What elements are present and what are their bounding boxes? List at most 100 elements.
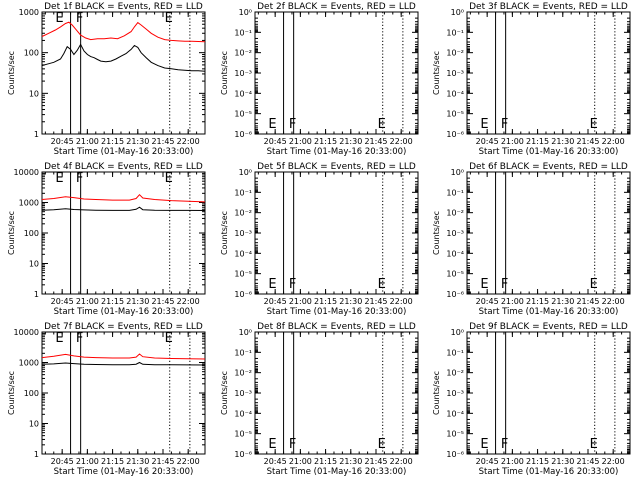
phase-marker: E [165, 11, 173, 26]
panel-title: Det 5f BLACK = Events, RED = LLD [257, 162, 416, 172]
y-axis-label: Counts/sec [220, 51, 229, 95]
phase-marker: F [289, 437, 296, 452]
x-tick-label: 20:45 [51, 457, 74, 466]
x-axis-label: Start Time (01-May-16 20:33:00) [54, 147, 194, 157]
x-tick-label: 21:30 [126, 457, 149, 466]
x-tick-label: 21:15 [101, 457, 124, 466]
y-tick-label: 10⁻⁴ [234, 249, 252, 258]
y-tick-label: 1000 [19, 199, 39, 208]
phase-marker: F [76, 331, 83, 346]
detector-panel: Det 1f BLACK = Events, RED = LLD 1 10 100 10… [7, 2, 206, 157]
phase-marker: F [76, 171, 83, 186]
y-tick-label: 10⁻⁴ [446, 409, 464, 418]
x-tick-label: 21:15 [314, 457, 337, 466]
y-tick-label: 10⁻¹ [446, 28, 464, 37]
y-tick-label: 100 [24, 229, 39, 238]
plot-frame [41, 171, 206, 295]
y-tick-label: 10⁻² [446, 209, 464, 218]
x-tick-label: 22:00 [177, 457, 200, 466]
x-tick-label: 20:45 [51, 297, 74, 306]
phase-marker: E [590, 277, 598, 292]
y-tick-label: 10⁻³ [234, 389, 252, 398]
x-tick-label: 21:45 [576, 457, 599, 466]
plot-frame [254, 331, 419, 455]
y-tick-label: 10⁻³ [446, 389, 464, 398]
y-tick-label: 10⁻⁵ [446, 110, 464, 119]
x-tick-label: 21:00 [289, 457, 312, 466]
x-tick-label: 22:00 [602, 297, 625, 306]
x-tick-label: 21:15 [526, 457, 549, 466]
detector-panel: Det 3f BLACK = Events, RED = LLD 10⁰ 10⁻¹ 1… [432, 2, 631, 157]
y-tick-label: 10000 [14, 328, 39, 337]
y-tick-label: 10⁻⁶ [446, 130, 464, 139]
y-tick-label: 10⁻⁵ [446, 270, 464, 279]
x-axis-label: Start Time (01-May-16 20:33:00) [54, 467, 194, 477]
phase-marker: F [289, 117, 296, 132]
phase-marker: E [590, 437, 598, 452]
phase-marker: F [289, 277, 296, 292]
x-tick-label: 21:00 [501, 297, 524, 306]
detector-panel: Det 9f BLACK = Events, RED = LLD 10⁰ 10⁻¹ 1… [432, 322, 631, 477]
x-tick-label: 21:30 [551, 137, 574, 146]
y-tick-label: 10⁻² [446, 369, 464, 378]
y-axis-label: Counts/sec [432, 371, 441, 415]
x-tick-label: 21:45 [576, 297, 599, 306]
x-tick-label: 20:45 [476, 457, 499, 466]
plot-frame [41, 11, 206, 135]
y-tick-label: 1 [34, 130, 39, 139]
y-axis-label: Counts/sec [7, 211, 16, 255]
y-tick-label: 10⁻⁵ [234, 110, 252, 119]
x-tick-label: 21:15 [526, 137, 549, 146]
panel-title: Det 6f BLACK = Events, RED = LLD [469, 162, 628, 172]
y-tick-label: 1 [34, 290, 39, 299]
y-tick-label: 10⁻⁵ [234, 270, 252, 279]
detector-panel: Det 4f BLACK = Events, RED = LLD 1 10 100 10… [7, 162, 206, 317]
phase-marker: E [480, 117, 488, 132]
y-tick-label: 10 [29, 260, 39, 269]
y-tick-label: 10⁻⁴ [446, 249, 464, 258]
x-axis-label: Start Time (01-May-16 20:33:00) [267, 147, 407, 157]
y-tick-label: 10⁻³ [446, 69, 464, 78]
y-axis-label: Counts/sec [7, 371, 16, 415]
x-tick-label: 20:45 [476, 137, 499, 146]
y-tick-label: 10 [29, 420, 39, 429]
plot-frame [41, 331, 206, 455]
y-tick-label: 10 [29, 89, 39, 98]
y-axis-label: Counts/sec [220, 371, 229, 415]
y-tick-label: 10⁰ [451, 328, 464, 337]
y-tick-label: 10⁻¹ [234, 348, 252, 357]
detector-panel: Det 5f BLACK = Events, RED = LLD 10⁰ 10⁻¹ 1… [220, 162, 419, 317]
x-axis-label: Start Time (01-May-16 20:33:00) [479, 467, 619, 477]
x-tick-label: 21:30 [126, 137, 149, 146]
y-tick-label: 10⁰ [451, 168, 464, 177]
phase-marker: E [268, 437, 276, 452]
phase-marker: F [501, 117, 508, 132]
x-tick-label: 21:30 [339, 137, 362, 146]
x-tick-label: 20:45 [476, 297, 499, 306]
y-tick-label: 10⁻² [234, 209, 252, 218]
x-axis-label: Start Time (01-May-16 20:33:00) [479, 147, 619, 157]
x-tick-label: 21:45 [151, 457, 174, 466]
x-tick-label: 22:00 [390, 137, 413, 146]
events-series-line [41, 361, 206, 366]
x-tick-label: 21:30 [551, 457, 574, 466]
y-tick-label: 10⁻⁶ [446, 450, 464, 459]
x-tick-label: 21:45 [576, 137, 599, 146]
phase-marker: E [480, 277, 488, 292]
x-tick-label: 22:00 [390, 297, 413, 306]
x-tick-label: 21:30 [339, 297, 362, 306]
y-tick-label: 10⁻² [446, 49, 464, 58]
detector-panel: Det 6f BLACK = Events, RED = LLD 10⁰ 10⁻¹ 1… [432, 162, 631, 317]
y-tick-label: 10⁻⁶ [446, 290, 464, 299]
y-tick-label: 1000 [19, 359, 39, 368]
y-tick-label: 10⁻³ [446, 229, 464, 238]
x-tick-label: 21:30 [126, 297, 149, 306]
phase-marker: E [268, 277, 276, 292]
events-series-line [41, 43, 206, 72]
y-tick-label: 10⁻⁴ [446, 89, 464, 98]
plot-frame [466, 171, 631, 295]
plot-frame [254, 11, 419, 135]
plot-frame [254, 171, 419, 295]
x-axis-label: Start Time (01-May-16 20:33:00) [479, 307, 619, 317]
